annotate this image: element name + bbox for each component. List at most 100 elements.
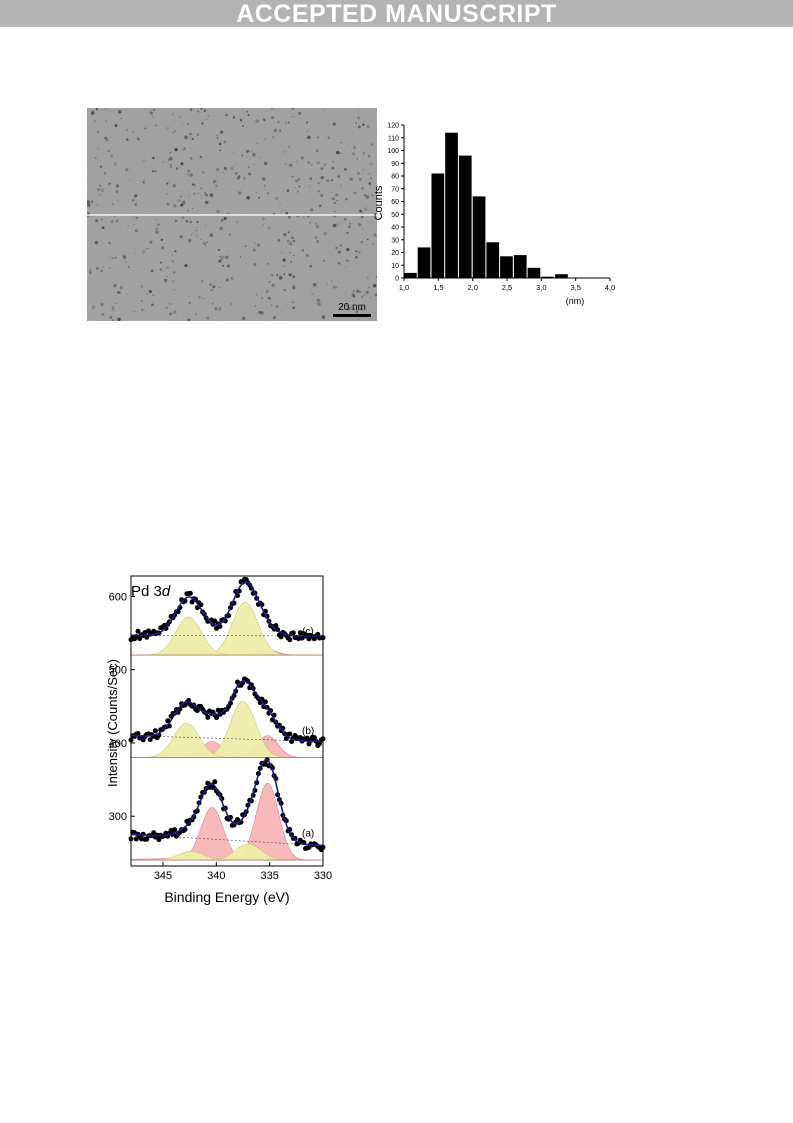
- tem-particle: [136, 217, 138, 219]
- tem-particle: [203, 109, 207, 112]
- tem-particle: [145, 247, 148, 250]
- tem-particle: [218, 142, 222, 146]
- tem-particle: [185, 318, 189, 321]
- xps-data-point: [135, 731, 141, 736]
- scale-bar: [333, 314, 371, 317]
- tem-particle: [248, 172, 252, 176]
- tem-particle: [113, 162, 117, 166]
- tem-particle: [223, 216, 227, 221]
- tem-particle: [109, 315, 113, 319]
- tem-particle: [324, 163, 327, 165]
- xps-data-point: [287, 731, 293, 737]
- tem-particle: [317, 190, 320, 193]
- tem-particle: [172, 184, 176, 188]
- tem-particle: [365, 290, 369, 294]
- tem-particle: [201, 122, 204, 125]
- tem-particle: [171, 254, 173, 256]
- tem-particle: [218, 287, 220, 289]
- xps-data-point: [156, 837, 162, 843]
- tem-particle: [108, 241, 110, 243]
- tem-particle: [247, 114, 250, 117]
- tem-particle: [348, 225, 351, 229]
- tem-particle: [287, 231, 290, 234]
- xps-frame: [130, 575, 324, 867]
- tem-particle: [212, 180, 216, 184]
- hist-y-tick-label: 0: [395, 276, 399, 283]
- tem-particle: [252, 152, 256, 157]
- xps-envelope-fit: [130, 758, 324, 847]
- tem-particle: [293, 254, 295, 257]
- tem-particle: [305, 253, 309, 258]
- tem-particle: [369, 162, 372, 165]
- tem-particle: [297, 178, 301, 181]
- tem-particle: [210, 288, 213, 292]
- tem-particle: [239, 118, 243, 122]
- tem-particle: [152, 108, 155, 111]
- tem-particle: [108, 266, 111, 270]
- banner-text: ACCEPTED MANUSCRIPT: [236, 0, 557, 28]
- tem-particle: [221, 255, 225, 259]
- tem-particle: [209, 283, 212, 286]
- tem-particle: [151, 115, 154, 118]
- tem-particle: [368, 182, 371, 185]
- tem-particle: [365, 243, 368, 246]
- tem-particle: [149, 111, 153, 115]
- tem-particle: [218, 307, 222, 311]
- tem-particle: [197, 192, 199, 194]
- hist-x-tick-label: 2,0: [467, 283, 477, 292]
- xps-data-point: [287, 637, 293, 643]
- tem-particle: [98, 194, 101, 196]
- tem-particle: [89, 271, 92, 274]
- tem-particle: [166, 202, 170, 206]
- tem-particle: [111, 306, 115, 310]
- tem-particle: [337, 261, 341, 265]
- tem-particle: [91, 305, 96, 310]
- tem-particle: [216, 137, 219, 139]
- tem-particle: [268, 281, 271, 283]
- tem-particle: [212, 302, 214, 305]
- tem-particle: [263, 118, 266, 121]
- tem-particle: [125, 261, 128, 263]
- tem-particle: [225, 278, 229, 282]
- tem-particle: [287, 215, 291, 219]
- tem-particle: [209, 193, 214, 197]
- tem-particle: [254, 305, 257, 307]
- tem-particle: [241, 154, 244, 157]
- tem-particle: [133, 196, 136, 199]
- tem-particle: [316, 240, 319, 243]
- xps-data-point: [205, 714, 211, 720]
- xps-data-point: [137, 636, 143, 642]
- tem-particle: [180, 203, 183, 207]
- hist-y-tick-label: 20: [391, 250, 399, 257]
- tem-particle: [87, 203, 91, 207]
- tem-particle: [355, 250, 358, 253]
- tem-particle: [94, 120, 97, 122]
- tem-particle: [189, 157, 193, 160]
- tem-particle: [191, 207, 194, 210]
- tem-particle: [362, 227, 364, 229]
- tem-particle: [320, 167, 324, 170]
- tem-particle: [367, 238, 369, 241]
- tem-particle: [371, 194, 374, 197]
- tem-particle: [148, 247, 150, 250]
- xps-y-tick-label: 500: [109, 665, 127, 677]
- tem-particle: [263, 184, 266, 187]
- tem-particle: [96, 131, 99, 134]
- tem-particle: [357, 125, 361, 129]
- tem-particle: [142, 250, 146, 254]
- tem-particle: [219, 130, 224, 134]
- tem-particle: [280, 310, 281, 312]
- tem-particle: [160, 238, 163, 242]
- tem-particle: [134, 203, 137, 206]
- xps-data-point: [290, 630, 296, 636]
- tem-particle: [366, 124, 370, 129]
- tem-particle: [148, 290, 152, 294]
- tem-particle: [117, 317, 121, 321]
- tem-particle: [185, 219, 189, 223]
- banner: [0, 0, 793, 27]
- tem-particle: [116, 290, 120, 295]
- tem-particle: [126, 138, 129, 141]
- tem-particle: [119, 286, 123, 290]
- tem-particle: [306, 121, 308, 124]
- tem-particle: [271, 273, 274, 277]
